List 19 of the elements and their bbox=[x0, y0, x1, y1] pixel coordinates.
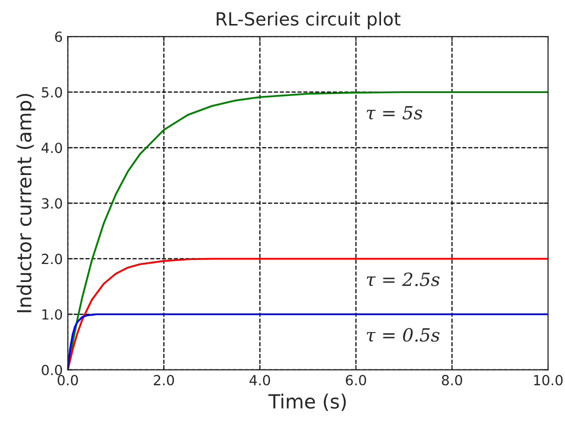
y-tick-label: 1.0 bbox=[42, 309, 62, 320]
chart-title: RL-Series circuit plot bbox=[216, 12, 400, 30]
x-tick-label: 6.0 bbox=[346, 374, 366, 386]
annotation: τ = 2.5s bbox=[366, 272, 440, 286]
annotation: τ = 5s bbox=[366, 106, 422, 120]
x-tick-label: 10.0 bbox=[534, 374, 563, 386]
y-axis-title: Inductor current (amp) bbox=[16, 94, 36, 312]
x-tick-label: 8.0 bbox=[442, 374, 462, 386]
y-tick-label: 4.0 bbox=[42, 142, 62, 154]
x-tick-label: 2.0 bbox=[154, 374, 174, 386]
annotation: τ = 0.5s bbox=[366, 328, 440, 342]
y-tick-label: 0.0 bbox=[42, 364, 62, 376]
y-tick-label: 6 bbox=[55, 32, 62, 42]
x-tick-label: 4.0 bbox=[250, 374, 270, 386]
y-tick-label: 3.0 bbox=[42, 198, 62, 209]
x-tick-label: 0.0 bbox=[58, 374, 78, 386]
y-tick-label: 5.0 bbox=[42, 87, 62, 98]
y-tick-label: 2.0 bbox=[42, 254, 62, 264]
x-axis-title: Time (s) bbox=[268, 394, 346, 411]
